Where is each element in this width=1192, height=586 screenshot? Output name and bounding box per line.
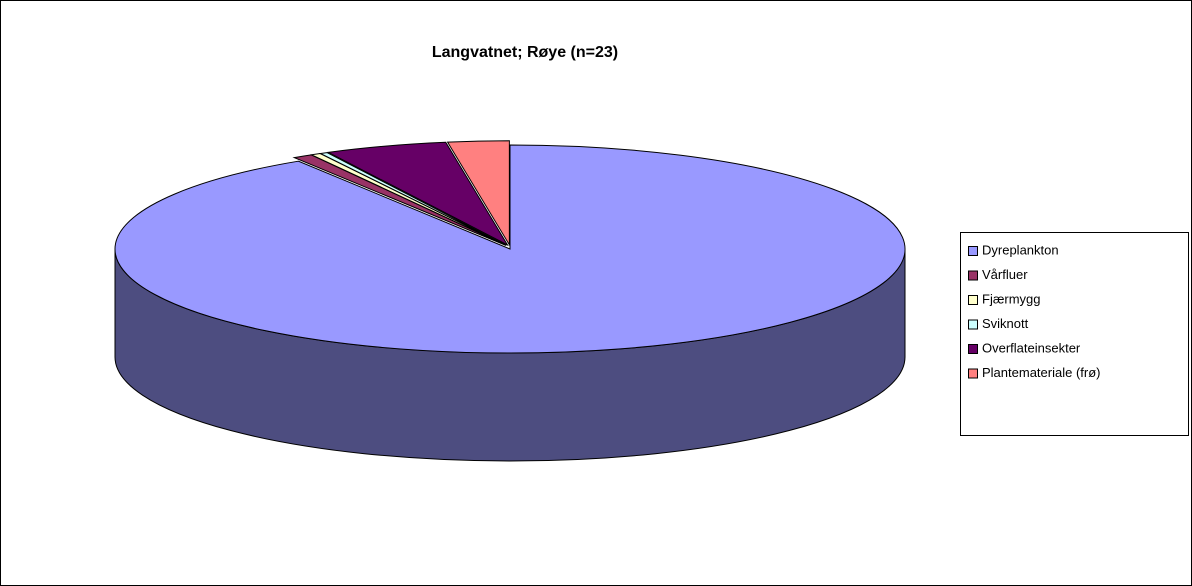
pie-slice bbox=[114, 144, 906, 354]
legend-label: Vårfluer bbox=[982, 267, 1028, 282]
pie-slice bbox=[446, 140, 510, 247]
legend-swatch bbox=[968, 344, 978, 354]
legend-swatch bbox=[968, 246, 978, 256]
legend-swatch bbox=[968, 319, 978, 330]
legend-label: Fjærmygg bbox=[982, 291, 1041, 306]
legend-label: Dyreplankton bbox=[982, 242, 1059, 257]
legend-label: Sviknott bbox=[982, 316, 1029, 331]
legend-label: Plantemateriale (frø) bbox=[982, 365, 1100, 380]
pie-slice bbox=[326, 141, 509, 247]
chart-title: Langvatnet; Røye (n=23) bbox=[432, 44, 618, 61]
pie-slice bbox=[318, 152, 507, 246]
legend-swatch bbox=[968, 368, 978, 379]
legend-swatch bbox=[968, 270, 978, 281]
legend-label: Overflateinsekter bbox=[982, 340, 1081, 355]
legend bbox=[960, 232, 1189, 436]
legend-swatch bbox=[968, 295, 978, 305]
